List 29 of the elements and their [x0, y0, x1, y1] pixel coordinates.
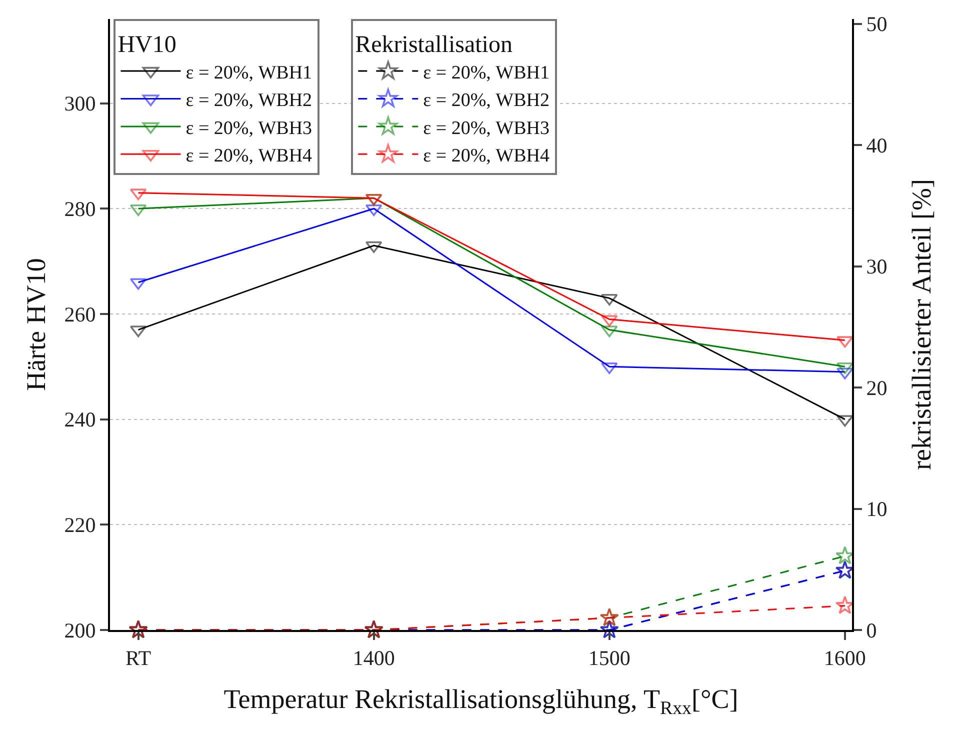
y2-tick-label: 40 [866, 133, 888, 158]
y-tick-label: 220 [64, 513, 96, 538]
y2-tick-label: 0 [866, 618, 877, 642]
legend-label: ε = 20%, WBH4 [423, 146, 550, 167]
x-tick-label: 1500 [588, 646, 630, 670]
y2-tick-label: 20 [866, 376, 888, 400]
y-axis-title: Härte HV10 [21, 258, 51, 391]
x-tick-label: 1600 [824, 646, 866, 670]
y2-axis-title: rekristallisierter Anteil [%] [906, 179, 936, 470]
y-tick-label: 280 [64, 196, 96, 221]
legend-label: ε = 20%, WBH2 [423, 90, 550, 112]
legend-label: ε = 20%, WBH1 [423, 62, 550, 84]
x-tick-label: RT [125, 646, 152, 670]
y-tick-label: 200 [64, 618, 96, 642]
text: HV10 [118, 32, 176, 58]
legend-label: ε = 20%, WBH2 [186, 90, 312, 112]
legend-label: ε = 20%, WBH3 [186, 118, 312, 139]
text: Rekristallisation [355, 32, 512, 58]
y2-tick-label: 10 [866, 497, 888, 522]
legend-label: ε = 20%, WBH1 [186, 62, 312, 84]
y2-tick-label: 30 [866, 254, 888, 279]
x-axis-title: Temperatur Rekristallisationsglühung, T$_{Rxx}$[°C] [224, 684, 738, 719]
legend-label: ε = 20%, WBH3 [423, 118, 550, 139]
x-tick-label: 1400 [352, 646, 395, 670]
y2-tick-label: 50 [866, 12, 888, 36]
y-tick-label: 260 [64, 302, 96, 326]
legend-label: ε = 20%, WBH4 [186, 146, 313, 167]
y-tick-label: 300 [64, 92, 96, 116]
y-tick-label: 240 [64, 408, 96, 432]
